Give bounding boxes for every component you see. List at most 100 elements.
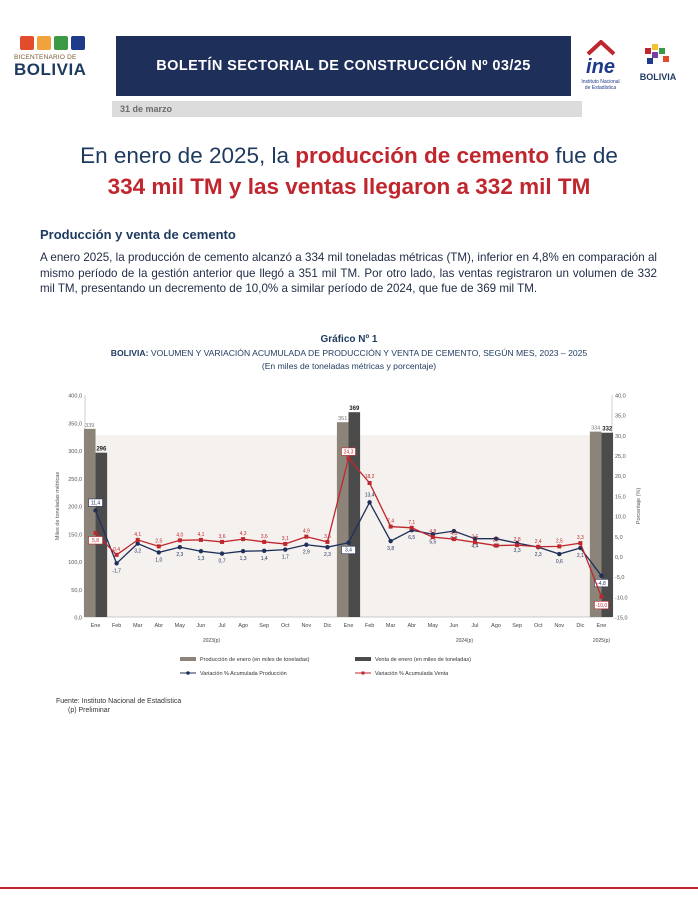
date-strip <box>112 101 582 117</box>
x-tick-label: May <box>428 623 439 629</box>
y-right-tick-label: 10,0 <box>615 515 626 521</box>
production-label-box <box>341 545 356 555</box>
sales-variation-label: 3,1 <box>282 536 289 542</box>
sales-variation-label: 4,0 <box>176 532 183 538</box>
x-tick-label: May <box>175 623 186 629</box>
source-note: Fuente: Instituto Nacional de Estadístic… <box>56 697 181 715</box>
production-variation-label: 0,7 <box>219 559 226 565</box>
production-variation-point <box>261 548 267 554</box>
sales-variation-label: 2,4 <box>535 539 542 545</box>
legend-sales-bar-swatch <box>355 657 371 661</box>
production-variation-label: 0,6 <box>556 559 563 565</box>
x-tick-label: Abr <box>407 623 416 629</box>
sales-variation-label: 3,6 <box>261 534 268 540</box>
ine-logo-sub1: Instituto Nacional <box>581 79 620 85</box>
x-tick-label: Ago <box>238 623 248 629</box>
sales-variation-label: 24,3 <box>344 449 354 455</box>
production-variation-label: 1,7 <box>282 555 289 561</box>
production-bar <box>589 431 602 617</box>
sales-variation-label: 3,6 <box>219 534 226 540</box>
y-left-tick-label: 400,0 <box>68 394 82 400</box>
production-variation-point <box>177 544 183 550</box>
production-variation-label: 3,2 <box>134 549 141 555</box>
production-variation-label: 1,3 <box>240 556 247 562</box>
sales-variation-point <box>304 534 309 539</box>
production-bar <box>83 428 96 617</box>
publication-date: 31 de marzo <box>120 104 173 114</box>
production-variation-label: 2,1 <box>577 553 584 559</box>
production-bar <box>336 422 349 617</box>
preliminary-note: (p) Preliminar <box>68 707 111 714</box>
production-variation-point <box>346 540 351 545</box>
production-bar-label: 351 <box>338 416 347 422</box>
sales-variation-point <box>346 456 351 461</box>
sales-variation-point <box>156 544 161 549</box>
sales-variation-label: 3,3 <box>577 535 584 541</box>
production-variation-point <box>156 550 161 555</box>
sales-bar-label: 296 <box>96 447 107 453</box>
legend-production-line-label: Variación % Acumulada Producción <box>200 671 287 677</box>
production-variation-point <box>240 549 246 554</box>
sales-bar-label: 369 <box>349 406 360 412</box>
figure-subtitle-text: VOLUMEN Y VARIACIÓN ACUMULADA DE PRODUCC… <box>148 348 588 358</box>
production-variation-label: 1,4 <box>261 556 268 562</box>
sales-variation-label: 3,5 <box>472 534 479 540</box>
x-tick-label: Jul <box>219 623 226 629</box>
production-variation-point <box>367 500 372 505</box>
sales-variation-label: 2,5 <box>556 538 563 544</box>
x-tick-label: Dic <box>576 623 584 629</box>
production-variation-label: 3,3 <box>514 548 521 554</box>
sales-variation-label: 7,1 <box>408 520 415 526</box>
production-variation-point <box>93 508 98 513</box>
footer-line <box>0 887 698 889</box>
sales-variation-label: 2,7 <box>493 538 500 544</box>
y-right-tick-label: -10,0 <box>615 595 628 601</box>
bicentenario-mark-icon <box>20 36 109 50</box>
production-variation-label: 5,5 <box>429 539 436 545</box>
x-tick-label: Ago <box>491 623 501 629</box>
production-variation-point <box>198 549 204 554</box>
sales-variation-point <box>198 537 203 542</box>
production-variation-label: -4,8 <box>597 581 606 587</box>
production-label-box <box>88 498 103 507</box>
production-variation-point <box>283 547 288 552</box>
bulletin-banner: BOLETÍN SECTORIAL DE CONSTRUCCIÓN Nº 03/… <box>116 36 571 96</box>
sales-variation-label: 5,8 <box>92 538 99 544</box>
sales-variation-point <box>515 543 520 548</box>
sales-variation-label: 2,5 <box>155 538 162 544</box>
x-tick-label: Dic <box>323 623 331 629</box>
sales-label-box <box>88 536 103 545</box>
production-variation-point <box>557 551 562 557</box>
sales-label-box <box>341 447 356 456</box>
y-right-tick-label: 20,0 <box>615 474 626 480</box>
sales-variation-point <box>135 537 140 542</box>
year-label: 2025(p) <box>593 638 611 644</box>
headline: En enero de 2025, la producción de cemen… <box>20 140 678 202</box>
sales-variation-point <box>177 538 182 543</box>
production-variation-label: 3,8 <box>387 546 394 552</box>
sales-variation-point <box>367 480 372 485</box>
state-logo: BOLIVIA <box>628 38 688 98</box>
production-bar-label: 334 <box>591 426 600 432</box>
sales-label-box <box>594 601 609 610</box>
legend-production-bar-swatch <box>180 657 196 661</box>
legend-sales-line-label: Variación % Acumulada Venta <box>375 671 449 677</box>
sales-variation-label: 4,3 <box>240 531 247 537</box>
section-title: Producción y venta de cemento <box>40 227 236 242</box>
production-variation-label: 3,4 <box>345 548 352 554</box>
x-tick-label: Ene <box>91 623 101 629</box>
production-variation-point <box>493 536 499 541</box>
page-header: BICENTENARIO DE BOLIVIA BOLETÍN SECTORIA… <box>0 0 698 100</box>
sales-variation-point <box>325 539 330 544</box>
figure-subtitle-country: BOLIVIA: <box>110 348 149 358</box>
production-variation-label: 11,4 <box>91 500 101 506</box>
production-variation-point <box>114 561 119 566</box>
sales-variation-point <box>599 594 604 599</box>
x-tick-label: Oct <box>534 623 543 629</box>
legend-production-line-marker <box>186 671 190 675</box>
sales-variation-point <box>283 541 288 546</box>
x-tick-label: Ene <box>597 623 607 629</box>
y-right-tick-label: 5,0 <box>615 535 623 541</box>
headline-part1: En enero de 2025, la <box>80 143 296 168</box>
legend-production-bar-label: Producción de enero (en miles de tonelad… <box>200 657 310 663</box>
